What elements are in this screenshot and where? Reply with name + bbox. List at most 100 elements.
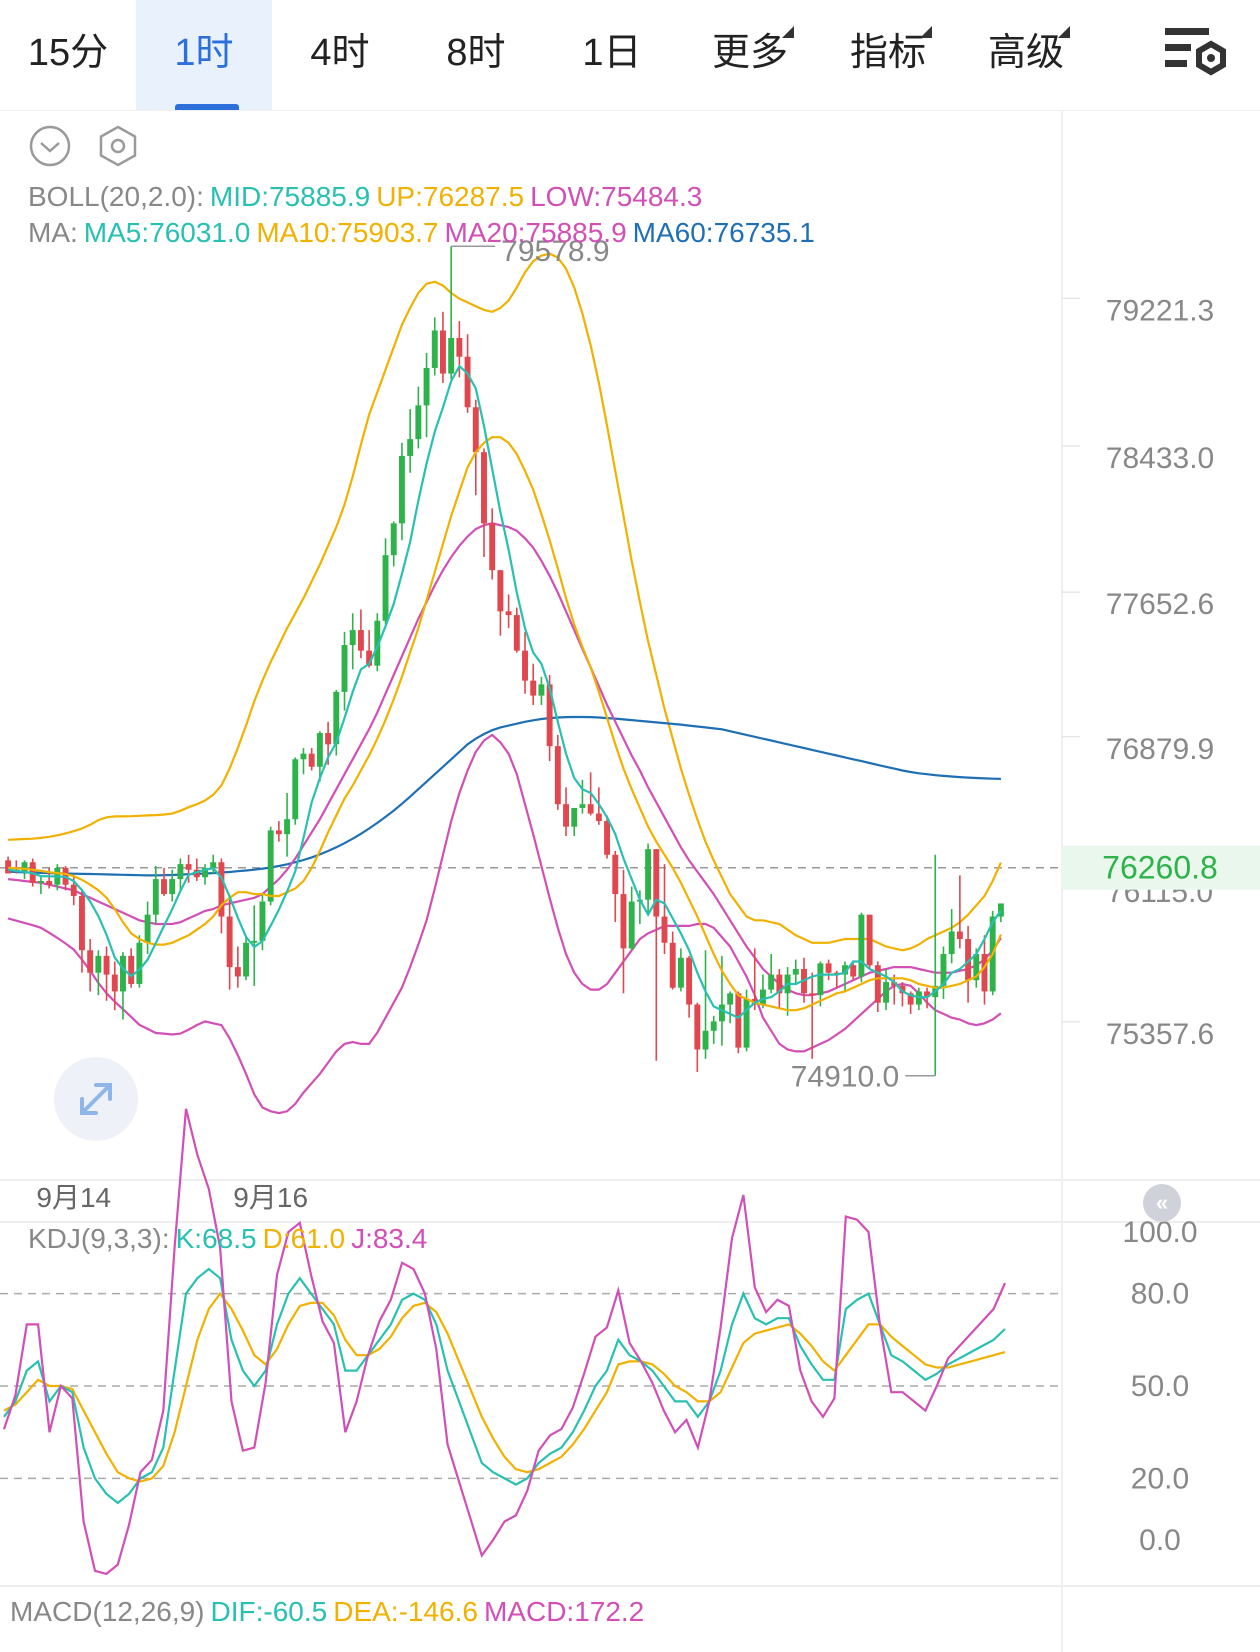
candle-body [579,804,586,808]
candle-body [120,955,126,992]
candle-body [103,955,110,975]
candle-body [612,854,619,895]
macd-value: MACD:172.2 [483,1596,645,1627]
candle-body [21,862,28,872]
candle-body [202,867,208,878]
price-tick-label: 79221.3 [1106,294,1214,327]
candle-body [251,940,258,943]
kdj-j-value: J:83.4 [351,1223,428,1254]
kdj-j-line [2,1108,1007,1576]
candle-body [694,1004,701,1050]
candle-body [505,611,512,616]
candle-body [431,330,438,368]
candle-body [571,807,578,827]
ma5-value: MA5:76031.0 [83,217,251,248]
candle-body [661,916,668,943]
price-tick-label: 77652.6 [1106,588,1214,621]
boll-up-value: UP:76287.5 [376,181,525,212]
candle-body [710,1021,717,1031]
candle-body [481,452,487,524]
tab-8[interactable]: 高级 [956,0,1096,110]
candle-body [817,963,824,996]
candle-body [883,982,889,1003]
candle-body [653,849,660,917]
macd-legend-label: MACD(12,26,9) [10,1596,205,1627]
candle-body [776,974,783,994]
ma10-value: MA10:75903.7 [256,217,439,248]
expand-chart-button[interactable] [54,1057,138,1141]
candle-body [538,684,545,696]
dropdown-caret-icon [782,26,794,38]
candle-body [522,650,528,681]
tab-label: 8时 [446,32,506,74]
macd-dea-value: DEA:-146.6 [333,1596,478,1627]
candle-body [546,684,553,747]
macd-legend: MACD(12,26,9) DIF:-60.5 DEA:-146.6 MACD:172… [10,1595,650,1629]
double-chevron-left-icon[interactable]: « [1143,1184,1181,1222]
candle-body [604,821,611,855]
tab-2[interactable]: 1时 [136,0,272,110]
candle-body [46,880,53,885]
candle-body [423,367,430,406]
candle-body [825,963,832,973]
candle-body [866,914,873,966]
candle-body [743,998,750,1048]
chart-settings-button[interactable] [1165,22,1231,84]
candle-body [325,733,332,745]
tab-label: 1时 [174,32,234,74]
candle-body [554,746,561,805]
hexagon-settings-icon[interactable] [96,124,140,173]
tab-1[interactable]: 15分 [0,0,136,110]
ma60-value: MA60:76735.1 [632,217,815,248]
candle-body [677,957,684,988]
candle-body [792,968,799,975]
current-price-label: 76260.8 [1102,850,1218,886]
tab-7[interactable]: 指标 [820,0,956,110]
tab-label: 1日 [582,32,642,74]
candle-body [907,993,914,1005]
candle-body [563,804,569,827]
candle-body [940,953,947,986]
eye-toggle-icon[interactable] [28,124,72,173]
candle-body [587,804,594,814]
ma-legend-label: MA: [28,217,78,248]
candle-body [234,967,241,977]
candle-body [874,965,881,1003]
candle-body [226,916,233,968]
tab-label: 更多 [712,26,794,74]
candle-body [702,1030,709,1050]
kdj-tick-label: 80.0 [1131,1278,1189,1311]
price-tick-label: 75357.6 [1106,1018,1214,1051]
candlestick-chart[interactable]: 79221.378433.077652.676879.976115.075357… [0,110,1260,1652]
tab-4[interactable]: 8时 [408,0,544,110]
tab-5[interactable]: 1日 [544,0,680,110]
current-price-tag [1062,845,1260,890]
candle-body [530,680,537,696]
candle-body [152,879,159,915]
candle-body [899,985,906,994]
tab-label: 指标 [850,26,932,74]
chart-settings-icon [1165,28,1226,76]
candle-body [464,356,471,408]
candle-body [292,759,299,820]
candle-body [95,955,102,973]
tab-label: 4时 [310,32,370,74]
candle-body [513,615,520,651]
candle-body [259,901,266,941]
candle-body [645,849,652,900]
macd-dif-value: DIF:-60.5 [210,1596,328,1627]
candle-body [333,691,340,745]
candle-body [169,879,176,895]
dropdown-caret-icon [1058,26,1070,38]
candle-body [735,993,742,1048]
candle-body [981,953,988,992]
tab-6[interactable]: 更多 [680,0,820,110]
candle-body [349,630,356,646]
boll-legend-label: BOLL(20,2.0): [28,181,204,212]
candle-body [768,974,775,990]
ma5-line [7,364,1002,1020]
tab-label: 15分 [27,32,109,74]
timeframe-tab-bar: 15分 1时 4时 8时 1日 更多 指标 高级 [0,0,1260,111]
tab-3[interactable]: 4时 [272,0,408,110]
candle-body [185,864,192,870]
